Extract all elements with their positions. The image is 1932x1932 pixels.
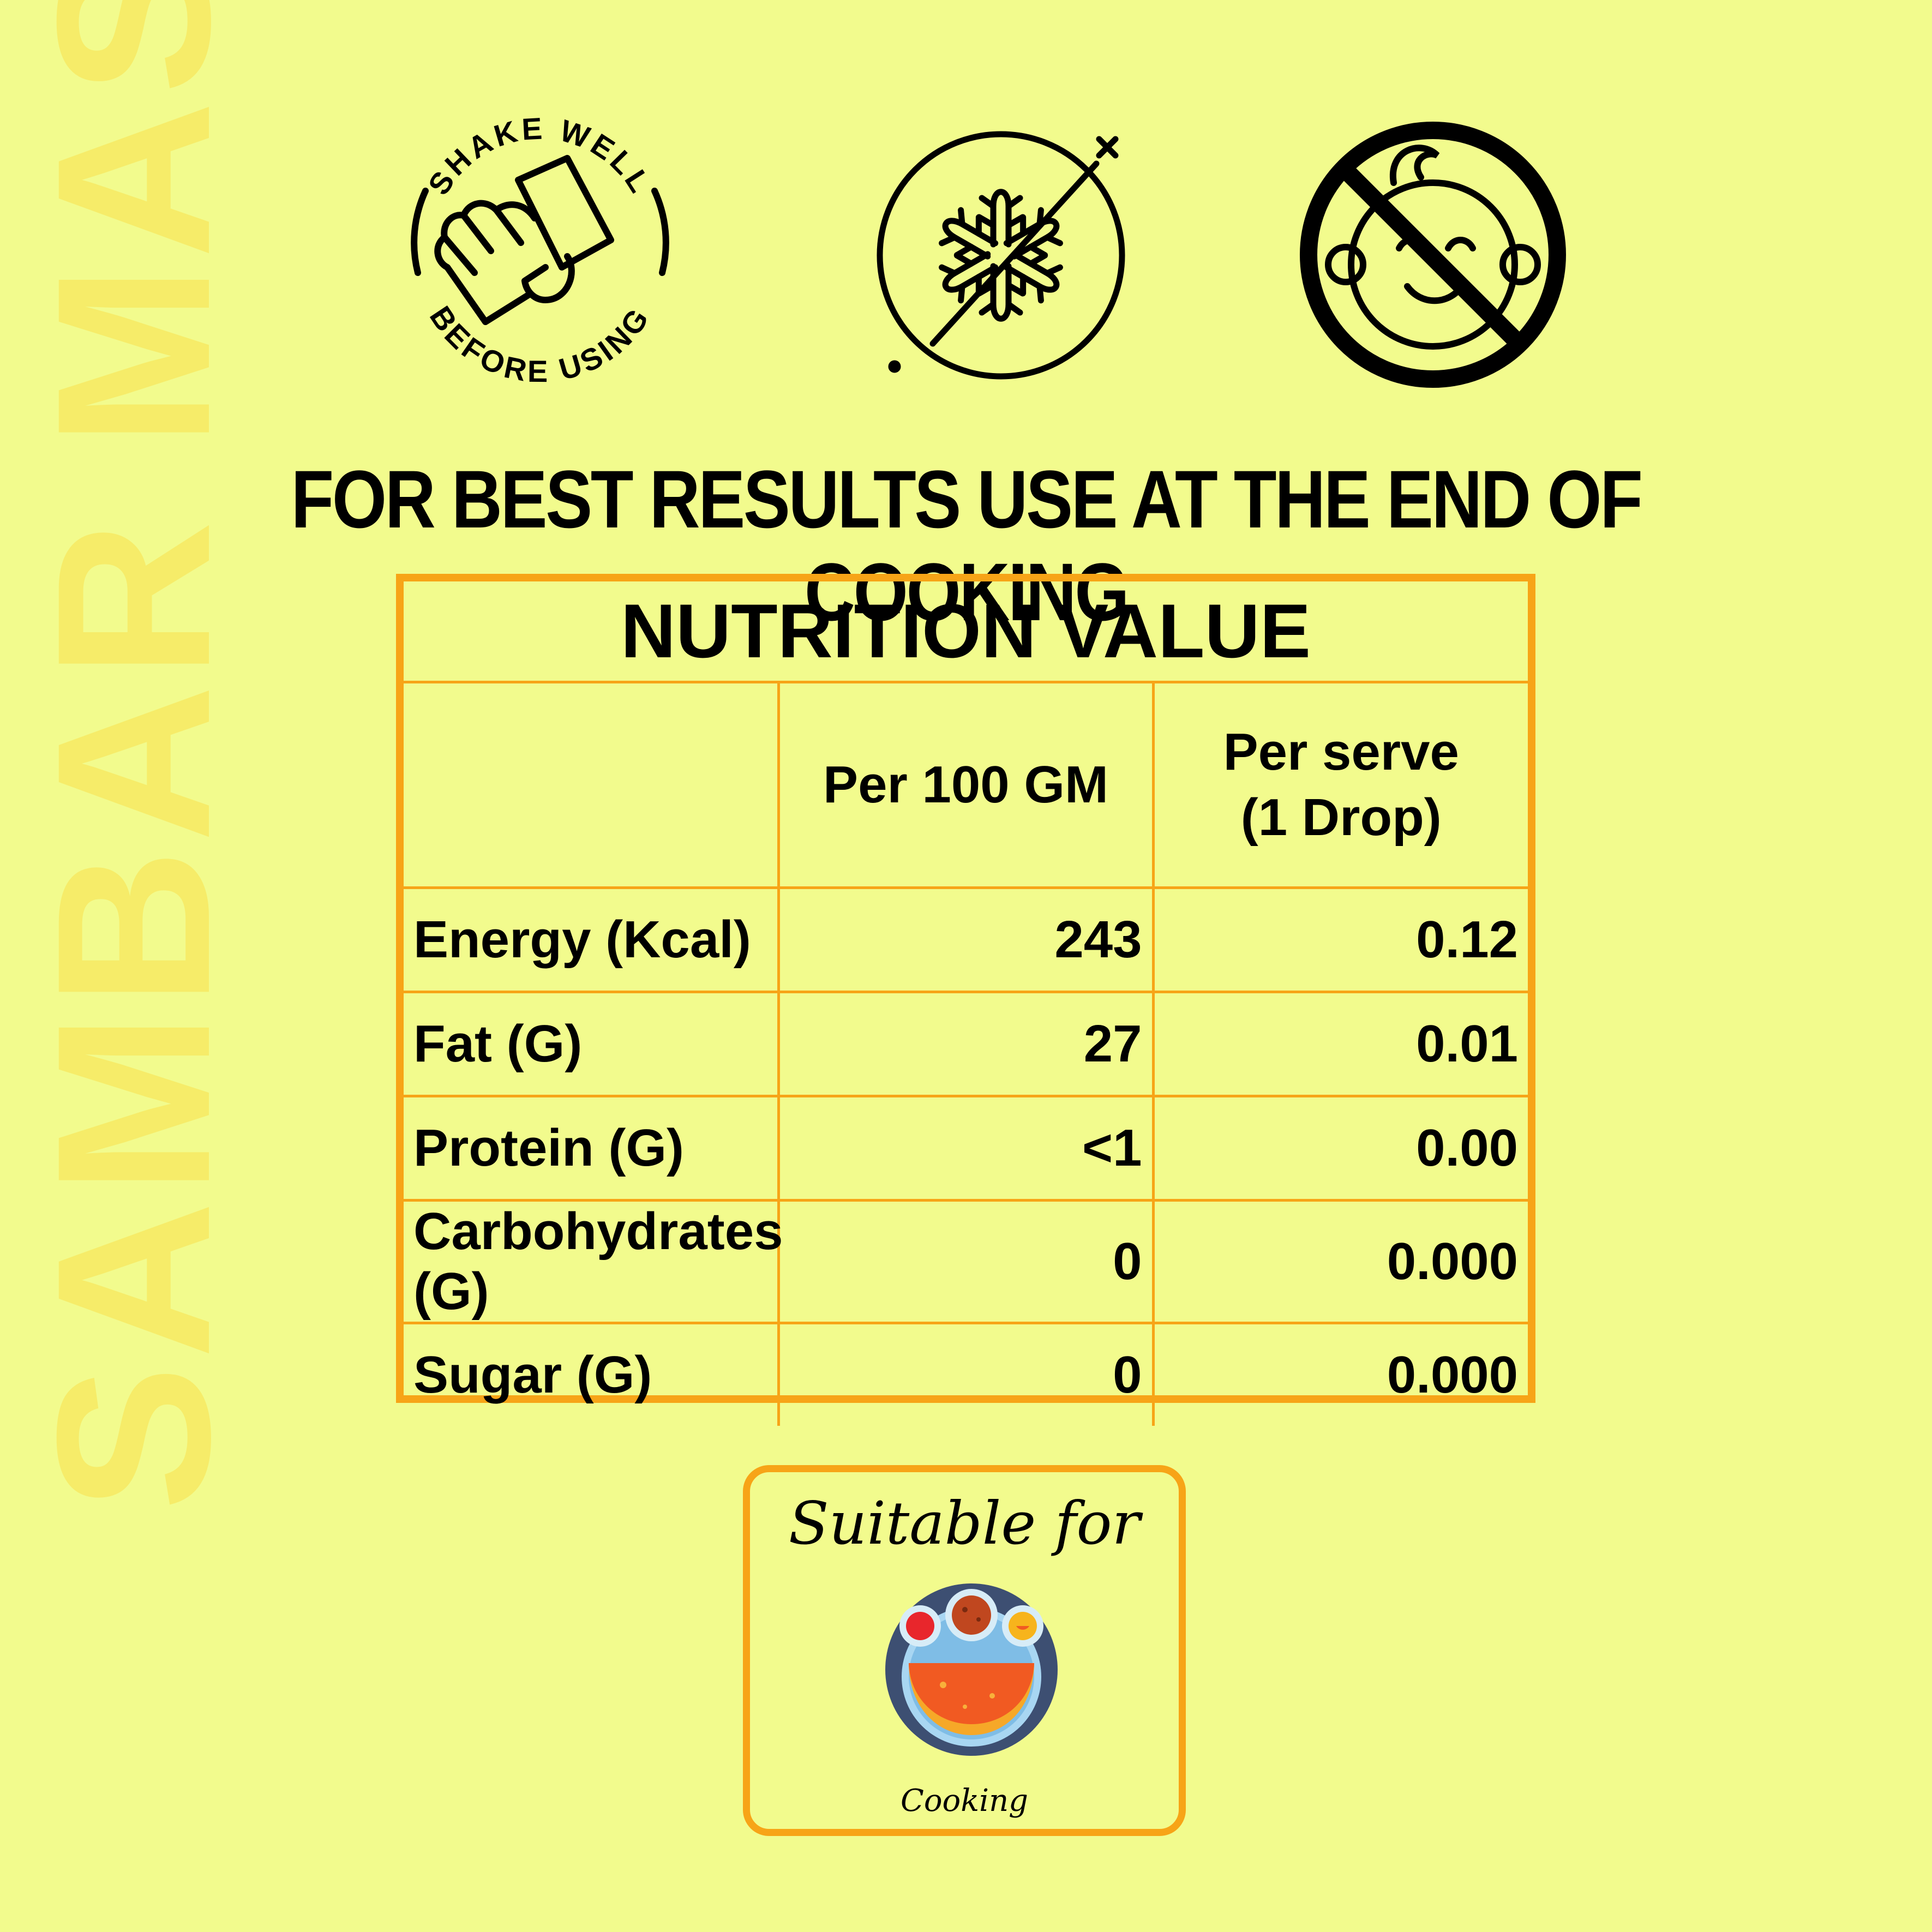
perserve-value: 0.000	[1151, 1322, 1528, 1426]
nutrient-label: Energy (Kcal)	[404, 886, 780, 993]
header-blank	[404, 681, 780, 889]
watermark-text: SAMBAR MASALA	[11, 0, 255, 1511]
nutrition-table: NUTRITION VALUE Per 100 GM Per serve (1 …	[396, 574, 1535, 1426]
svg-text:BEFORE USING: BEFORE USING	[423, 300, 657, 388]
shake-top-text: SHAKE WELL	[421, 111, 656, 201]
table-row: Sugar (G) 0 0.000	[404, 1322, 1528, 1426]
perserve-value: 0.01	[1151, 991, 1528, 1097]
table-row: Energy (Kcal) 243 0.12	[404, 886, 1528, 993]
nutrient-label: Protein (G)	[404, 1095, 780, 1202]
not-for-children-icon	[1295, 117, 1571, 393]
nutrient-label: Carbohydrates (G)	[404, 1199, 783, 1324]
do-not-freeze-icon	[867, 115, 1135, 387]
nutrient-label: Fat (G)	[404, 991, 780, 1097]
table-row: Carbohydrates (G) 0 0.000	[404, 1199, 1528, 1324]
per100-value: 0	[777, 1322, 1155, 1426]
per100-value: 0	[777, 1199, 1155, 1324]
per100-value: <1	[777, 1095, 1155, 1202]
perserve-value: 0.12	[1151, 886, 1528, 993]
svg-text:SHAKE WELL: SHAKE WELL	[421, 111, 659, 201]
perserve-value: 0.000	[1151, 1199, 1528, 1324]
table-row: Fat (G) 27 0.01	[404, 991, 1528, 1097]
nutrition-title: NUTRITION VALUE	[404, 581, 1528, 683]
shake-well-icon: SHAKE WELL BEFORE USING	[404, 109, 676, 404]
suitable-label: Cooking	[900, 1783, 1029, 1819]
per100-value: 243	[777, 886, 1155, 993]
per100-value: 27	[777, 991, 1155, 1097]
header-per-100: Per 100 GM	[777, 681, 1155, 889]
perserve-value: 0.00	[1151, 1095, 1528, 1202]
suitable-for-box: Suitable for Cooking	[743, 1465, 1186, 1836]
suitable-title: Suitable for	[788, 1490, 1141, 1558]
table-row: Protein (G) <1 0.00	[404, 1095, 1528, 1202]
cooking-icon	[883, 1581, 1060, 1758]
shake-bottom-text: BEFORE USING	[423, 300, 654, 388]
header-per-serve: Per serve (1 Drop)	[1151, 681, 1528, 889]
nutrient-label: Sugar (G)	[404, 1322, 780, 1426]
